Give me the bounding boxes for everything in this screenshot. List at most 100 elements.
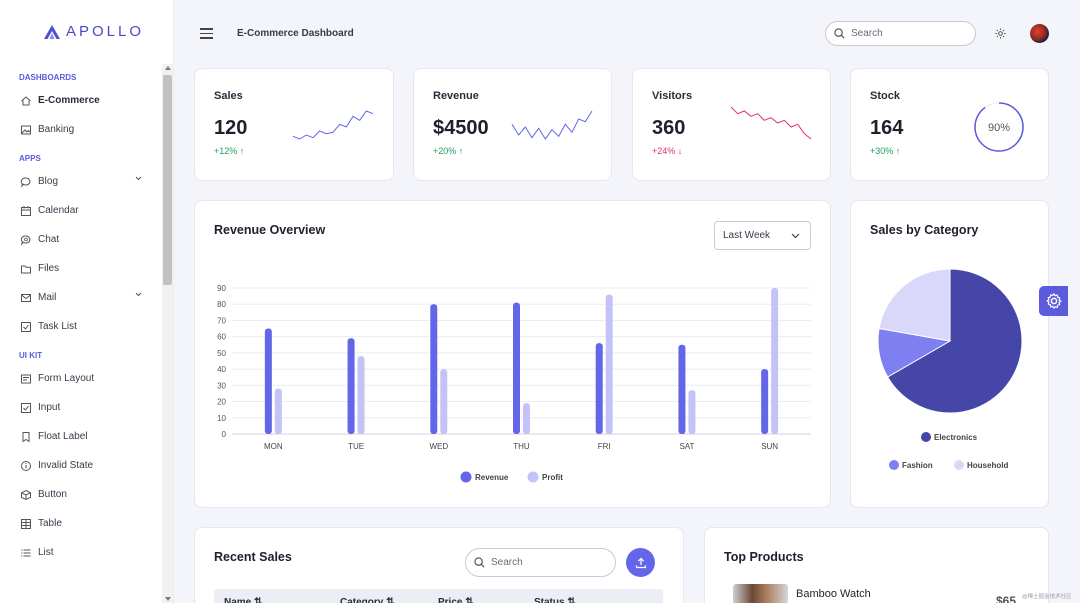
settings-fab[interactable]	[1039, 286, 1068, 316]
header-search[interactable]	[825, 21, 976, 46]
stat-value: 120	[214, 117, 248, 139]
column-header-price[interactable]: Price ⇅	[438, 597, 474, 603]
sidebar-item-label: Table	[38, 518, 62, 529]
column-header-status[interactable]: Status ⇅	[534, 597, 576, 603]
search-icon	[834, 28, 845, 39]
column-header-name[interactable]: Name ⇅	[224, 597, 263, 603]
y-tick-label: 30	[217, 381, 226, 390]
arrow-up-icon: ↑	[458, 146, 464, 156]
arrow-up-icon: ↑	[895, 146, 901, 156]
sidebar-item-input[interactable]: Input	[0, 393, 160, 422]
recent-sales-search-input[interactable]	[491, 557, 601, 568]
pie-slice-household	[878, 268, 951, 342]
profit-bar	[440, 369, 448, 434]
top-products-title: Top Products	[724, 550, 804, 564]
sidebar-item-task-list[interactable]: Task List	[0, 312, 160, 341]
revenue-bar	[264, 328, 272, 434]
sidebar-item-label: Chat	[38, 234, 60, 245]
sidebar-item-mail[interactable]: Mail	[0, 283, 160, 312]
chat-search-icon	[20, 234, 31, 246]
list-icon	[21, 548, 31, 557]
scroll-down-arrow[interactable]	[165, 597, 171, 601]
stat-card-stock: Stock 164 +30% ↑ 90%	[850, 68, 1049, 181]
product-name[interactable]: Bamboo Watch	[796, 588, 871, 600]
sidebar-item-label: Blog	[38, 176, 59, 187]
stat-card-visitors: Visitors 360 +24% ↓	[632, 68, 831, 181]
sidebar-item-chat[interactable]: Chat	[0, 225, 160, 254]
recent-sales-search[interactable]	[465, 548, 616, 577]
avatar[interactable]	[1030, 24, 1049, 43]
y-tick-label: 40	[217, 365, 226, 374]
revenue-bar	[678, 344, 686, 434]
sidebar-item-label: Float Label	[38, 431, 88, 442]
sidebar-item-files[interactable]: Files	[0, 254, 160, 283]
sidebar-section-title: APPS	[19, 154, 41, 163]
sidebar-item-label: List	[38, 547, 54, 558]
legend-revenue-swatch	[460, 471, 472, 483]
stat-label: Revenue	[433, 90, 479, 102]
stat-change: +12% ↑	[214, 146, 245, 156]
y-tick-label: 10	[217, 414, 226, 423]
info-circle-icon	[21, 460, 31, 471]
gear-icon[interactable]	[995, 28, 1006, 39]
sidebar-item-form-layout[interactable]: Form Layout	[0, 364, 160, 393]
profit-bar	[771, 288, 779, 434]
sidebar-item-list[interactable]: List	[0, 538, 160, 567]
stat-change: +30% ↑	[870, 146, 901, 156]
y-tick-label: 50	[217, 349, 226, 358]
stat-label: Sales	[214, 90, 243, 102]
sidebar-item-blog[interactable]: Blog	[0, 167, 160, 196]
y-tick-label: 70	[217, 316, 226, 325]
brand-logo[interactable]: APOLLO	[44, 23, 144, 40]
sidebar-item-label: E-Commerce	[38, 95, 100, 106]
sparkline-path	[292, 110, 374, 140]
top-products-card: Top Products Bamboo Watch $65	[704, 527, 1049, 603]
sidebar-scrollbar[interactable]	[162, 64, 173, 603]
sidebar-item-label: Banking	[38, 124, 75, 135]
x-tick-label: TUE	[348, 442, 364, 451]
legend-label: Fashion	[902, 461, 933, 470]
revenue-overview-card: Revenue Overview Last Week 0 10 20 30 40 50 60…	[194, 200, 831, 508]
range-select[interactable]: Last Week	[714, 221, 811, 250]
box-icon	[21, 489, 31, 500]
header-search-input[interactable]	[851, 28, 961, 39]
sidebar-item-label: Invalid State	[38, 460, 94, 471]
range-select-value: Last Week	[723, 230, 771, 241]
sidebar-item-label: Form Layout	[38, 373, 95, 384]
sidebar-item-banking[interactable]: Banking	[0, 115, 160, 144]
sidebar-item-invalid-state[interactable]: Invalid State	[0, 451, 160, 480]
y-tick-label: 0	[222, 430, 227, 439]
x-tick-label: SUN	[761, 442, 778, 451]
pie-slice-electronics	[886, 268, 1023, 414]
apollo-logo-icon	[44, 24, 60, 39]
revenue-bar	[347, 338, 355, 434]
sidebar-item-float-label[interactable]: Float Label	[0, 422, 160, 451]
bookmark-icon	[22, 431, 30, 442]
sales-sparkline	[292, 110, 374, 140]
revenue-bar	[761, 369, 769, 434]
sidebar-item-calendar[interactable]: Calendar	[0, 196, 160, 225]
menu-toggle-icon[interactable]	[200, 28, 213, 42]
stat-change: +20% ↑	[433, 146, 464, 156]
column-header-category[interactable]: Category ⇅	[340, 597, 395, 603]
x-tick-label: WED	[429, 442, 448, 451]
gauge-arc	[974, 102, 1024, 152]
scroll-up-arrow[interactable]	[165, 66, 171, 70]
stat-value: 164	[870, 117, 904, 139]
gear-icon	[1046, 293, 1061, 309]
sidebar-item-button[interactable]: Button	[0, 480, 160, 509]
upload-button[interactable]	[626, 548, 655, 577]
recent-sales-card: Recent Sales Name ⇅ Category ⇅ Price ⇅ S…	[194, 527, 684, 603]
scroll-thumb[interactable]	[163, 75, 172, 285]
sidebar-item-e-commerce[interactable]: E-Commerce	[0, 86, 160, 115]
profit-bar	[357, 356, 365, 434]
home-icon	[21, 95, 31, 105]
y-tick-label: 20	[217, 398, 226, 407]
legend-swatch-household	[954, 460, 964, 470]
sidebar-section-title: UI KIT	[19, 351, 43, 360]
page-title: E-Commerce Dashboard	[237, 28, 354, 39]
legend-label: Household	[967, 461, 1008, 470]
checkbox-icon	[21, 402, 31, 413]
sidebar-item-label: Input	[38, 402, 61, 413]
sidebar-item-table[interactable]: Table	[0, 509, 160, 538]
